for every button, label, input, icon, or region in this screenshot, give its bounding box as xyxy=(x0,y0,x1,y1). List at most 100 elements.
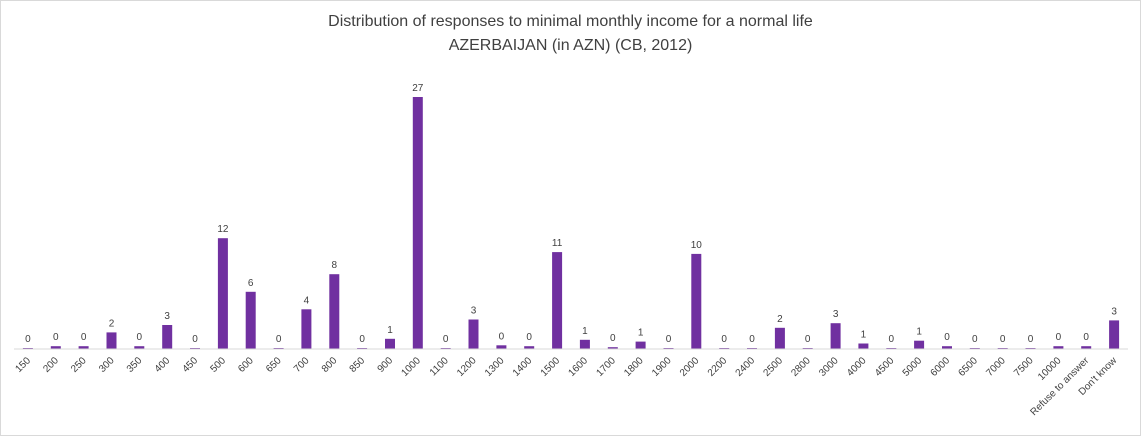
x-tick-label-3: 300 xyxy=(97,355,117,375)
value-label-17: 0 xyxy=(499,331,505,342)
x-tick-label-16: 1200 xyxy=(455,355,479,379)
bar-1 xyxy=(50,346,61,349)
value-label-14: 27 xyxy=(412,83,424,94)
value-label-30: 1 xyxy=(861,330,867,341)
x-tick-label-26: 2400 xyxy=(734,355,758,379)
x-tick-label-2: 250 xyxy=(69,355,89,375)
value-label-25: 0 xyxy=(721,334,727,345)
chart-subtitle: AZERBAIJAN (in AZN) (CB, 2012) xyxy=(448,37,693,54)
value-label-6: 0 xyxy=(192,334,198,345)
bar-21 xyxy=(607,347,618,349)
x-tick-label-23: 1900 xyxy=(650,355,674,379)
value-label-9: 0 xyxy=(276,334,282,345)
value-label-11: 8 xyxy=(332,260,338,271)
x-tick-label-32: 5000 xyxy=(901,355,925,379)
value-label-13: 1 xyxy=(387,325,393,336)
bar-39 xyxy=(1109,320,1120,349)
x-tick-label-27: 2500 xyxy=(762,355,786,379)
value-label-3: 2 xyxy=(109,318,115,329)
x-tick-label-20: 1600 xyxy=(567,355,591,379)
x-tick-label-29: 3000 xyxy=(817,355,841,379)
bar-10 xyxy=(301,309,312,349)
bar-14 xyxy=(412,97,423,349)
value-label-38: 0 xyxy=(1083,332,1089,343)
value-label-2: 0 xyxy=(81,332,87,343)
value-label-22: 1 xyxy=(638,328,644,339)
value-label-1: 0 xyxy=(53,332,59,343)
value-label-32: 1 xyxy=(916,327,922,338)
x-tick-label-12: 850 xyxy=(348,355,368,375)
value-label-29: 3 xyxy=(833,309,839,320)
value-label-19: 11 xyxy=(552,238,563,249)
value-label-27: 2 xyxy=(777,314,783,325)
value-label-28: 0 xyxy=(805,334,811,345)
bar-32 xyxy=(914,340,925,349)
x-tick-label-1: 200 xyxy=(41,355,61,375)
bar-19 xyxy=(552,252,563,349)
x-tick-label-21: 1700 xyxy=(594,355,618,379)
value-label-7: 12 xyxy=(217,224,229,235)
value-label-20: 1 xyxy=(582,326,588,337)
x-tick-label-24: 2000 xyxy=(678,355,702,379)
value-label-8: 6 xyxy=(248,278,254,289)
value-label-4: 0 xyxy=(137,332,143,343)
bar-5 xyxy=(162,325,173,349)
x-tick-label-36: 7500 xyxy=(1012,355,1036,379)
bar-24 xyxy=(691,253,702,349)
x-tick-label-9: 650 xyxy=(264,355,284,375)
x-tick-label-30: 4000 xyxy=(845,355,869,379)
value-label-26: 0 xyxy=(749,334,755,345)
bar-18 xyxy=(524,346,535,349)
x-tick-label-11: 800 xyxy=(320,355,340,375)
x-tick-label-8: 600 xyxy=(236,355,256,375)
bars-group xyxy=(22,97,1120,349)
value-label-34: 0 xyxy=(972,334,978,345)
value-label-39: 3 xyxy=(1111,306,1117,317)
value-label-10: 4 xyxy=(304,295,310,306)
x-tick-label-15: 1100 xyxy=(428,355,451,378)
bar-13 xyxy=(385,338,395,349)
x-tick-label-34: 6500 xyxy=(956,355,980,379)
bar-7 xyxy=(217,238,228,349)
tick-labels-group: 150 200 250 300 350 400 450 500 600 650 700 800 850 9… xyxy=(13,355,1119,418)
value-label-24: 10 xyxy=(691,240,703,251)
x-tick-label-6: 450 xyxy=(181,355,201,375)
bar-20 xyxy=(579,339,590,349)
x-tick-label-33: 6000 xyxy=(929,355,953,379)
x-tick-label-10: 700 xyxy=(292,355,312,375)
x-tick-label-22: 1800 xyxy=(622,355,646,379)
x-tick-label-7: 500 xyxy=(208,355,228,375)
bar-4 xyxy=(134,346,145,349)
x-tick-label-18: 1400 xyxy=(511,355,535,379)
bar-38 xyxy=(1081,346,1092,349)
value-label-0: 0 xyxy=(25,334,31,345)
bar-29 xyxy=(830,323,841,349)
x-tick-label-31: 4500 xyxy=(873,355,897,379)
value-label-36: 0 xyxy=(1028,334,1034,345)
x-tick-label-28: 2800 xyxy=(789,355,813,379)
value-label-31: 0 xyxy=(889,334,895,345)
chart-title-block: Distribution of responses to minimal mon… xyxy=(0,10,1141,58)
x-tick-label-17: 1300 xyxy=(483,355,507,379)
value-label-5: 3 xyxy=(164,311,170,322)
x-tick-label-4: 350 xyxy=(125,355,145,375)
chart-title: Distribution of responses to minimal mon… xyxy=(328,13,813,30)
bar-17 xyxy=(496,345,507,349)
value-label-15: 0 xyxy=(443,334,449,345)
bar-16 xyxy=(468,319,479,349)
value-label-33: 0 xyxy=(944,332,950,343)
x-tick-label-14: 1000 xyxy=(399,355,423,379)
value-label-16: 3 xyxy=(471,306,477,317)
bar-33 xyxy=(942,346,952,349)
bar-27 xyxy=(774,327,785,349)
x-tick-label-13: 900 xyxy=(376,355,396,375)
bar-37 xyxy=(1053,346,1064,349)
value-label-12: 0 xyxy=(359,334,365,345)
bar-8 xyxy=(245,291,256,349)
bar-22 xyxy=(635,341,646,349)
value-label-35: 0 xyxy=(1000,334,1006,345)
bar-2 xyxy=(78,346,89,349)
